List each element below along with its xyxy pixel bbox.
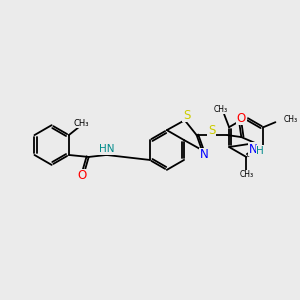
Text: S: S	[183, 109, 190, 122]
Text: CH₃: CH₃	[214, 105, 228, 114]
Text: O: O	[77, 169, 86, 182]
Text: HN: HN	[99, 144, 114, 154]
Text: N: N	[249, 142, 258, 155]
Text: O: O	[237, 112, 246, 125]
Text: CH₃: CH₃	[239, 170, 253, 179]
Text: CH₃: CH₃	[284, 115, 298, 124]
Text: CH₃: CH₃	[73, 119, 88, 128]
Text: N: N	[200, 148, 208, 161]
Text: H: H	[256, 146, 264, 156]
Text: S: S	[208, 124, 215, 136]
